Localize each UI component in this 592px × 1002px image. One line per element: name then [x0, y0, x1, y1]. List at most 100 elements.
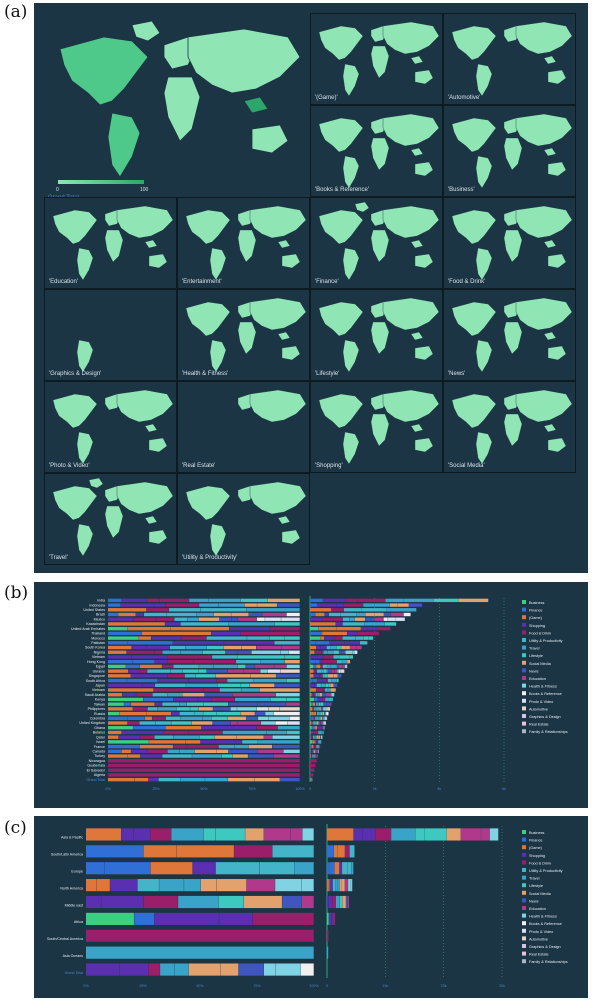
- count-segment: [409, 603, 422, 606]
- bar-segment: [155, 721, 171, 724]
- count-segment: [323, 726, 325, 729]
- region-shape: [383, 298, 439, 330]
- count-segment: [337, 603, 343, 606]
- bar-segment: [181, 622, 229, 625]
- bar-segment: [275, 879, 301, 891]
- count-segment: [323, 651, 327, 654]
- region-shape: [132, 21, 160, 41]
- bar-segment: [108, 759, 300, 762]
- count-segment: [319, 717, 320, 720]
- count-segment: [345, 879, 348, 891]
- count-segment: [333, 674, 337, 677]
- count-segment: [310, 735, 311, 738]
- region-shape: [411, 148, 423, 156]
- count-segment: [341, 669, 344, 672]
- count-segment: [361, 627, 378, 630]
- count-segment: [316, 712, 317, 715]
- region-shape: [504, 322, 522, 354]
- bar-segment: [147, 669, 170, 672]
- region-shape: [371, 322, 389, 354]
- bar-segment: [211, 632, 240, 635]
- count-segment: [384, 613, 391, 616]
- region-shape: [77, 340, 93, 372]
- bar-segment: [139, 669, 147, 672]
- count-segment: [323, 618, 334, 621]
- legend-swatch: [522, 936, 526, 940]
- count-segment: [318, 731, 321, 734]
- count-segment: [318, 735, 320, 738]
- region-shape: [548, 346, 566, 360]
- count-segment: [318, 717, 319, 720]
- bar-segment: [276, 674, 299, 677]
- bar-segment: [133, 707, 147, 710]
- legend-swatch: [522, 729, 526, 733]
- bar-segment: [140, 745, 173, 748]
- category-map: 'Utility & Productivity': [177, 473, 310, 565]
- bar-segment: [257, 707, 268, 710]
- bar-segment: [193, 862, 216, 874]
- map-shapes: [311, 382, 443, 473]
- region-shape: [476, 248, 492, 280]
- map-shapes: [444, 106, 576, 197]
- count-segment: [311, 712, 313, 715]
- bar-segment: [239, 963, 264, 975]
- region-shape: [53, 486, 97, 520]
- bar-segment: [108, 660, 132, 663]
- bar-segment: [217, 679, 227, 682]
- bar-segment: [281, 651, 289, 654]
- bar-segment: [226, 651, 237, 654]
- legend-swatch: [522, 845, 526, 849]
- bar-segment: [290, 717, 300, 720]
- bar-segment: [268, 717, 289, 720]
- bar-segment: [281, 618, 300, 621]
- count-segment: [350, 655, 353, 658]
- bar-segment: [212, 655, 237, 658]
- bar-segment: [104, 862, 150, 874]
- region-shape: [343, 340, 359, 372]
- count-segment: [339, 862, 341, 874]
- bar-segment: [143, 896, 177, 908]
- legend-label: Health & Fitness: [529, 685, 557, 689]
- region-shape: [117, 206, 173, 238]
- bar-segment: [180, 778, 204, 781]
- bar-segment: [267, 731, 287, 734]
- count-segment: [324, 712, 325, 715]
- map-shapes: [45, 382, 177, 473]
- bar-segment: [128, 641, 173, 644]
- count-segment: [336, 627, 360, 630]
- count-segment: [317, 721, 319, 724]
- bar-segment: [108, 669, 128, 672]
- category-map: 'Real Estate': [177, 381, 310, 473]
- count-segment: [356, 613, 365, 616]
- map-caption: '(Game)': [315, 95, 338, 101]
- row-label: United Kingdom: [79, 721, 105, 725]
- count-segment: [321, 651, 323, 654]
- bar-segment: [155, 660, 167, 663]
- legend-label: Utility & Productivity: [529, 869, 563, 873]
- count-segment: [315, 684, 317, 687]
- bar-segment: [150, 828, 171, 840]
- count-segment: [319, 721, 320, 724]
- region-shape: [145, 424, 157, 432]
- bar-segment: [272, 745, 299, 748]
- x-tick-label: 2k: [373, 787, 377, 791]
- count-segment: [328, 660, 337, 663]
- bar-segment: [274, 712, 300, 715]
- count-segment: [447, 828, 461, 840]
- category-map: 'Business': [443, 105, 576, 197]
- count-segment: [319, 702, 321, 705]
- legend-label: Utility & Productivity: [529, 639, 563, 643]
- bar-segment: [108, 665, 126, 668]
- legend-label: (Game): [529, 846, 543, 850]
- count-segment: [317, 754, 318, 757]
- bar-segment: [127, 679, 157, 682]
- legend-label: Real Estate: [529, 953, 549, 957]
- count-segment: [328, 665, 331, 668]
- count-segment: [312, 726, 314, 729]
- bar-segment: [273, 735, 300, 738]
- legend-swatch: [522, 638, 526, 642]
- count-segment: [314, 674, 320, 677]
- bar-segment: [189, 679, 217, 682]
- legend-label: Books & Reference: [529, 692, 562, 696]
- count-segment: [329, 613, 341, 616]
